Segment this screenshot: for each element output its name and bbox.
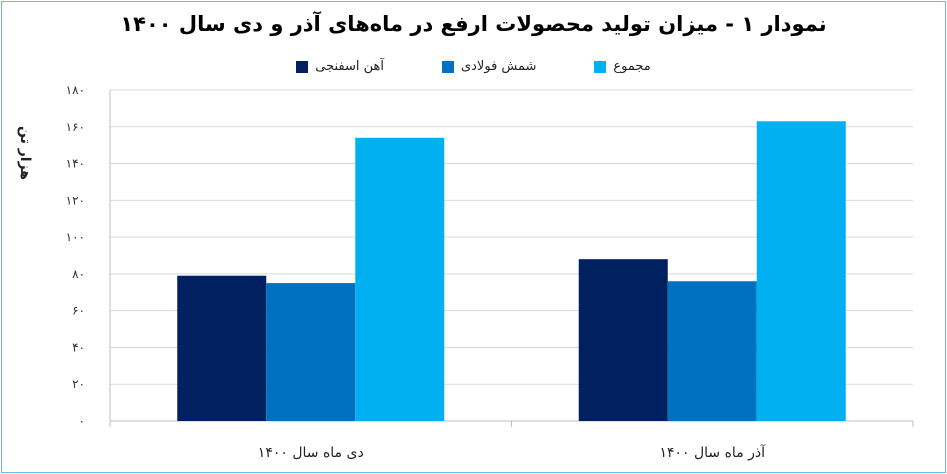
- legend-swatch: [296, 60, 309, 73]
- legend-label: مجموع: [613, 59, 651, 74]
- y-tick-label: ۰: [79, 414, 85, 428]
- legend-swatch: [594, 60, 607, 73]
- y-tick-label: ۱۸۰: [66, 83, 85, 97]
- chart-title: نمودار ۱ - میزان تولید محصولات ارفع در م…: [120, 12, 827, 36]
- y-axis-label-text: هزار تن: [17, 126, 33, 180]
- bar: [355, 137, 445, 422]
- legend-item: شمش فولادی: [441, 59, 537, 74]
- legend-item: آهن اسفنجی: [296, 59, 384, 74]
- y-tick-label: ۱۲۰: [66, 193, 85, 207]
- y-tick-label: ۸۰: [72, 267, 85, 281]
- y-tick-label: ۶۰: [72, 304, 85, 318]
- x-category-label: دی ماه سال ۱۴۰۰: [258, 445, 364, 461]
- y-tick-label: ۲۰: [72, 377, 85, 391]
- x-category-label: آذر ماه سال ۱۴۰۰: [659, 444, 766, 461]
- legend: آهن اسفنجی شمش فولادی مجموع: [0, 59, 947, 74]
- y-tick-label: ۴۰: [72, 340, 85, 354]
- legend-label: آهن اسفنجی: [315, 59, 384, 74]
- legend-item: مجموع: [594, 59, 651, 74]
- bar: [667, 281, 757, 421]
- bar: [266, 283, 356, 421]
- legend-swatch: [441, 60, 454, 73]
- legend-label: شمش فولادی: [460, 59, 537, 74]
- bar: [177, 275, 267, 421]
- y-axis-label: هزار تن: [17, 126, 33, 180]
- y-tick-label: ۱۶۰: [66, 120, 85, 134]
- y-tick-label: ۱۰۰: [66, 230, 85, 244]
- bar: [756, 121, 846, 421]
- y-tick-label: ۱۴۰: [66, 157, 85, 171]
- bar: [578, 259, 668, 421]
